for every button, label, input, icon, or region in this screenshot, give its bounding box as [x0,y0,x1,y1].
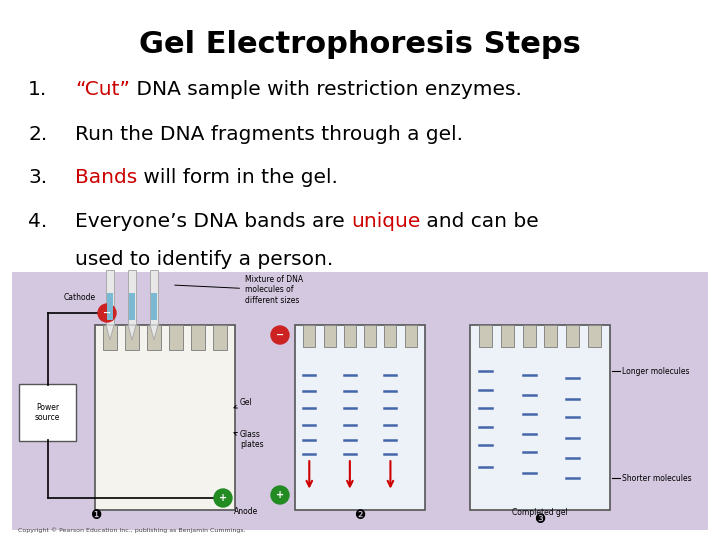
Text: Longer molecules: Longer molecules [622,367,690,375]
Bar [303,325,315,347]
Text: 2.: 2. [28,125,48,144]
Bar [470,325,610,510]
Circle shape [98,304,116,322]
Bar [500,325,513,347]
Circle shape [271,486,289,504]
Text: Anode: Anode [234,507,258,516]
Bar [588,325,601,347]
Text: Glass
plates: Glass plates [234,430,264,449]
Text: Power
source: Power source [35,403,60,422]
Bar [128,270,136,325]
Text: DNA sample with restriction enzymes.: DNA sample with restriction enzymes. [130,80,522,99]
Text: Cathode: Cathode [64,293,96,302]
Text: and can be: and can be [420,212,539,231]
Bar [12,272,708,530]
Circle shape [271,326,289,344]
Bar [523,325,536,347]
Bar [106,270,114,325]
Bar [103,325,117,350]
Text: “Cut”: “Cut” [75,80,130,99]
Text: Everyone’s DNA bands are: Everyone’s DNA bands are [75,212,351,231]
Bar [344,325,356,347]
Text: unique: unique [351,212,420,231]
Bar [191,325,205,350]
Text: +: + [276,490,284,500]
Text: Bands: Bands [75,168,138,187]
Bar [95,325,235,510]
Text: Copyright © Pearson Education Inc., publishing as Benjamin Cummings.: Copyright © Pearson Education Inc., publ… [18,528,246,533]
Polygon shape [128,325,136,340]
Bar [147,325,161,350]
Text: 3.: 3. [28,168,47,187]
Polygon shape [106,325,114,340]
Text: used to identify a person.: used to identify a person. [75,250,333,269]
Text: will form in the gel.: will form in the gel. [138,168,338,187]
Bar [129,293,135,320]
Bar [479,325,492,347]
Bar [169,325,183,350]
Text: Completed gel: Completed gel [512,508,568,517]
FancyBboxPatch shape [19,384,76,441]
Bar [567,325,580,347]
Circle shape [214,489,232,507]
Bar [151,293,157,320]
Text: Gel: Gel [234,398,253,408]
Text: +: + [219,493,227,503]
Text: Shorter molecules: Shorter molecules [622,474,692,483]
Bar [295,325,425,510]
Bar [405,325,417,347]
Bar [107,293,113,320]
Text: Gel Electrophoresis Steps: Gel Electrophoresis Steps [139,30,581,59]
Bar [213,325,227,350]
Text: 1.: 1. [28,80,48,99]
Text: −: − [103,308,111,318]
Text: Run the DNA fragments through a gel.: Run the DNA fragments through a gel. [75,125,463,144]
Bar [125,325,139,350]
Bar [384,325,397,347]
Text: ❷: ❷ [354,509,366,522]
Bar [150,270,158,325]
Text: 4.: 4. [28,212,48,231]
Bar [364,325,376,347]
Bar [323,325,336,347]
Polygon shape [150,325,158,340]
Text: −: − [276,330,284,340]
Text: Mixture of DNA
molecules of
different sizes: Mixture of DNA molecules of different si… [175,275,303,305]
Bar [544,325,557,347]
Text: ❸: ❸ [534,513,546,526]
Text: ❶: ❶ [90,509,102,522]
